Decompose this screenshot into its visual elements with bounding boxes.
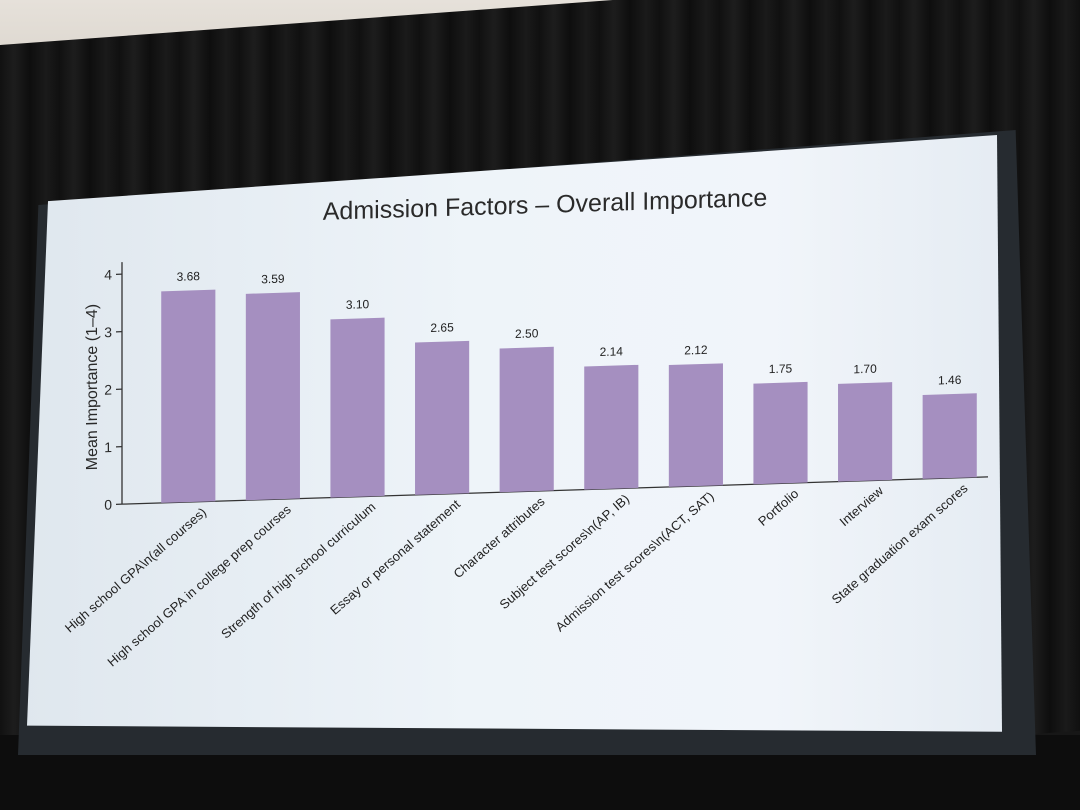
bar-value-label: 2.50 (515, 326, 539, 341)
bar-value-label: 3.10 (346, 297, 370, 312)
bar (668, 363, 723, 487)
bar-value-label: 2.65 (430, 320, 454, 335)
bar (753, 381, 808, 485)
bar (415, 340, 470, 495)
bar-value-label: 2.14 (600, 344, 624, 359)
bar (161, 289, 216, 503)
bar (838, 382, 893, 482)
x-tick-label: High school GPA in college prep courses (104, 502, 294, 670)
x-tick-label: Strength of high school curriculum (218, 499, 378, 641)
bar (245, 292, 300, 501)
bar (499, 346, 554, 493)
y-tick-label: 0 (104, 496, 112, 512)
y-tick-label: 3 (104, 324, 112, 340)
chart-title: Admission Factors – Overall Importance (323, 184, 767, 226)
bar-value-label: 3.68 (177, 269, 201, 284)
x-tick-label: Portfolio (755, 486, 801, 529)
x-tick-label: State graduation exam scores (829, 480, 971, 607)
y-axis-label: Mean Importance (1–4) (84, 304, 101, 471)
y-tick-label: 4 (104, 266, 112, 282)
x-tick-label: High school GPA\n(all courses) (62, 505, 209, 636)
y-tick-label: 2 (104, 381, 112, 397)
bar (330, 317, 385, 498)
bar-value-label: 1.75 (769, 361, 793, 376)
y-tick-label: 1 (104, 439, 112, 455)
x-tick-label: Interview (836, 483, 886, 529)
x-tick-label: Essay or personal statement (327, 496, 463, 617)
x-tick-label: Subject test scores\n(AP, IB) (497, 491, 633, 612)
bar-value-label: 1.46 (938, 373, 962, 388)
bar-value-label: 2.12 (684, 343, 708, 358)
bar (584, 364, 639, 490)
bar (922, 393, 977, 479)
bar-value-label: 3.59 (261, 272, 285, 287)
bar-value-label: 1.70 (853, 362, 877, 377)
x-tick-label: Admission test scores\n(ACT, SAT) (552, 489, 716, 635)
